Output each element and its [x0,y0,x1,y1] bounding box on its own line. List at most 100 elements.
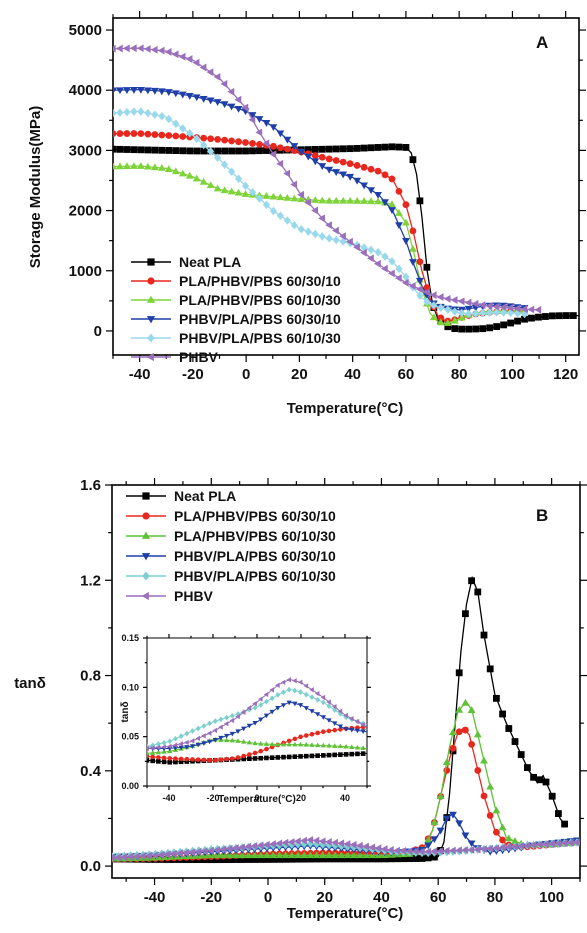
data-point [348,715,354,722]
data-point [149,745,155,751]
data-point [195,735,201,742]
data-point [409,259,417,266]
data-point [315,753,320,758]
panel-label: B [536,506,548,525]
data-point [144,108,152,118]
data-point [418,855,426,862]
data-point [298,754,303,759]
data-point [319,855,327,863]
data-point [255,194,264,203]
data-point [156,759,161,764]
data-point [286,738,292,744]
x-tick-label: 100 [500,366,525,383]
data-point [405,847,413,856]
data-point [535,840,543,849]
data-point [192,174,201,182]
data-point [415,285,423,294]
data-point [286,700,292,706]
data-point [123,146,131,153]
data-point [548,792,556,800]
data-point [195,725,201,732]
data-point [360,745,366,750]
data-point [157,88,166,96]
data-point [123,87,131,94]
x-tick-label: 0 [264,889,272,906]
data-point [320,699,326,706]
data-point [241,181,250,191]
data-point [527,305,535,314]
data-point [331,703,337,710]
legend-item: PHBV [126,588,214,604]
data-point [367,187,375,195]
data-point [381,171,389,179]
data-point [178,52,186,61]
data-point [309,753,315,759]
data-point [263,856,271,863]
data-point [161,744,166,750]
data-point [262,840,270,849]
data-point [151,131,159,138]
data-point [462,610,469,618]
data-point [224,756,229,762]
data-point [248,115,256,124]
data-point [200,140,208,150]
data-point [473,845,481,854]
data-point [199,177,208,185]
data-point [113,130,117,137]
data-point [212,737,218,743]
data-point [167,738,173,745]
data-point [206,68,214,77]
data-point [232,851,240,859]
series-group [113,44,579,333]
legend-item: PLA/PHBV/PBS 60/10/30 [126,528,336,544]
data-point [190,757,195,762]
data-point [451,325,459,333]
data-point [303,683,309,689]
data-point [409,156,417,164]
data-point [218,724,223,730]
data-point [150,754,155,760]
legend-label: PHBV/PLA/PBS 60/10/30 [179,330,341,346]
data-point [510,842,518,851]
data-point [270,146,277,154]
data-point [150,758,155,764]
data-point [171,50,179,59]
data-point [144,146,152,154]
data-point [189,738,195,744]
data-point [113,145,117,153]
data-point [386,846,394,854]
data-point [422,288,430,297]
data-point [325,155,333,163]
data-point [158,112,166,121]
data-point [520,305,528,314]
data-point [498,843,506,852]
data-point [167,759,173,765]
data-point [349,851,358,859]
data-point [303,742,309,747]
data-point [500,321,507,329]
data-point [188,848,196,857]
x-axis-title: Temperature(°C) [218,794,296,805]
data-point [474,767,482,774]
data-point [143,87,152,95]
series-group [147,677,367,765]
y-tick-label: 0.15 [121,633,139,643]
data-point [241,726,247,732]
data-point [207,757,212,763]
data-point [318,196,327,204]
y-tick-label: 1.2 [80,572,101,589]
data-point [195,742,201,748]
data-point [353,196,362,204]
data-point [332,743,338,748]
data-point [276,193,285,201]
data-point [326,699,331,705]
data-point [467,845,475,854]
data-point [212,727,218,734]
data-point [338,727,343,732]
data-point [130,107,138,116]
data-point [381,855,389,863]
data-point [220,186,229,194]
data-point [339,145,347,153]
data-point [349,727,355,733]
data-point [409,227,417,235]
